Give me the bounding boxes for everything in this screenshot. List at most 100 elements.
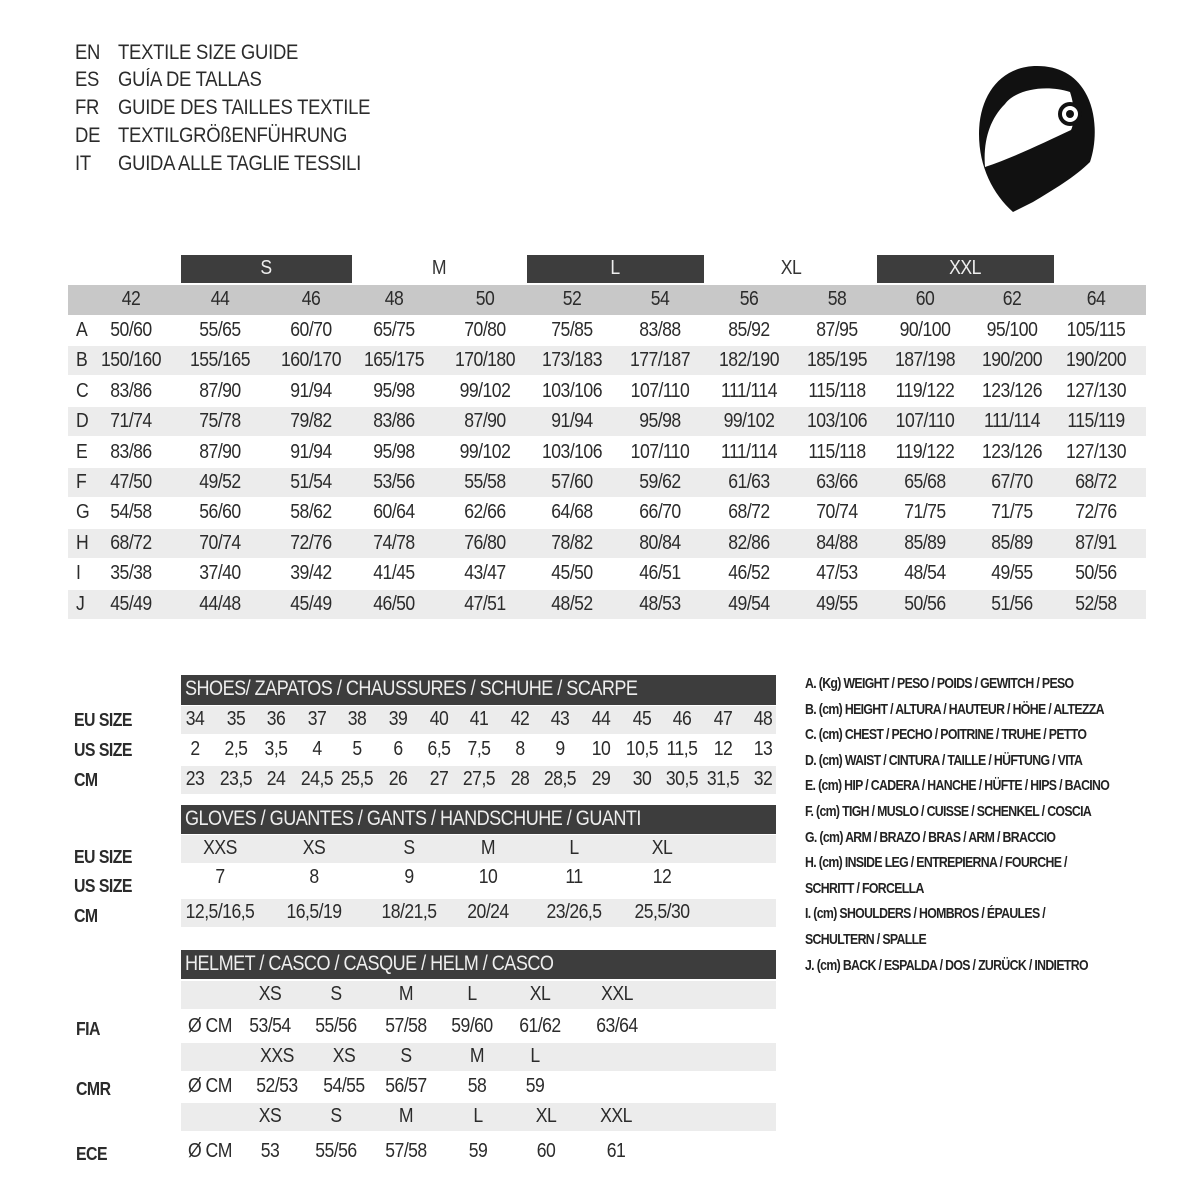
helmet-size: L (467, 983, 477, 1005)
table-cell: XL (651, 837, 673, 859)
table-cell: 59/62 (639, 471, 681, 493)
table-cell: 36 (266, 708, 286, 730)
table-cell: 40 (429, 708, 448, 730)
table-cell: 83/86 (373, 410, 415, 433)
table-cell: 185/195 (807, 349, 867, 372)
table-cell: 160/170 (281, 349, 341, 372)
table-cell: 150/160 (101, 349, 161, 372)
table-cell: 27,5 (463, 768, 496, 790)
table-cell: S (403, 837, 415, 859)
row-label: EU SIZE (74, 847, 132, 867)
table-cell: 85/89 (991, 531, 1033, 554)
eu-size-header: 64 (1086, 288, 1106, 310)
table-cell: 29 (591, 768, 611, 790)
table-cell: 5 (352, 738, 363, 760)
row-label: CM (74, 906, 98, 926)
eu-size-header: 62 (1002, 288, 1022, 310)
legend-item: SCHULTERN / SPALLE (805, 931, 927, 948)
table-cell: 72/76 (1075, 501, 1117, 524)
helmet-size: M (469, 1045, 485, 1067)
table-cell: 47/51 (464, 592, 506, 615)
table-cell: 60 (536, 1140, 556, 1162)
table-cell: 111/114 (720, 379, 778, 402)
table-cell: 10,5 (625, 738, 659, 760)
shoes-header-bar: SHOES/ ZAPATOS / CHAUSSURES / SCHUHE / S… (181, 675, 776, 705)
table-cell: 87/90 (199, 379, 241, 402)
row-shading (181, 1103, 776, 1131)
table-cell: 43/47 (464, 562, 506, 585)
table-cell: 67/70 (991, 471, 1033, 493)
table-cell: 50/60 (110, 319, 152, 341)
table-cell: 65/68 (904, 471, 946, 493)
table-cell: 51/56 (991, 592, 1033, 615)
table-cell: 71/75 (904, 501, 946, 524)
table-cell: 65/75 (373, 319, 415, 341)
table-cell: XS (302, 837, 326, 859)
table-cell: 56/57 (385, 1075, 427, 1097)
table-cell: 47/50 (110, 471, 152, 493)
language-code: FR (75, 96, 100, 119)
eu-size-header: 60 (915, 288, 935, 310)
table-cell: 59 (468, 1140, 488, 1162)
guide-title: TEXTILE SIZE GUIDE (118, 41, 299, 64)
table-cell: 57/58 (385, 1140, 427, 1162)
helmet-size: L (530, 1045, 540, 1067)
table-cell: 46/50 (373, 592, 415, 615)
table-cell: 107/110 (630, 379, 690, 402)
table-cell: 107/110 (630, 440, 690, 463)
size-header-band (68, 285, 1146, 315)
table-cell: 20/24 (467, 901, 509, 923)
table-cell: 7,5 (467, 738, 491, 760)
table-cell: 85/92 (728, 319, 770, 341)
legend-item: J. (cm) BACK / ESPALDA / DOS / ZURÜCK / … (805, 956, 1089, 974)
table-cell: 111/114 (983, 410, 1041, 433)
helmet-size: XS (258, 983, 282, 1005)
table-cell: 45/49 (290, 592, 332, 615)
table-cell: L (569, 837, 579, 859)
table-cell: 48/54 (904, 562, 946, 585)
table-cell: 31,5 (706, 768, 740, 790)
table-cell: 74/78 (373, 531, 415, 554)
eu-size-header: 44 (210, 288, 230, 310)
table-cell: 49/52 (199, 471, 241, 493)
table-cell: 83/88 (639, 319, 681, 341)
table-cell: 57/60 (551, 471, 593, 493)
table-cell: 64/68 (551, 501, 593, 524)
row-label: EU SIZE (74, 710, 132, 730)
table-cell: 44 (591, 708, 611, 730)
table-cell: 54/55 (323, 1075, 365, 1097)
table-cell: 54/58 (110, 501, 152, 524)
unit-label: Ø CM (188, 1015, 232, 1037)
table-cell: 53 (260, 1140, 280, 1162)
table-cell: 190/200 (1066, 349, 1126, 372)
table-cell: 83/86 (110, 440, 152, 463)
table-cell: 48/52 (551, 592, 593, 615)
table-cell: 39 (388, 708, 408, 730)
table-cell: M (480, 837, 496, 859)
table-cell: 52/53 (256, 1075, 298, 1097)
table-cell: 85/89 (904, 531, 946, 554)
table-cell: 23,5 (219, 768, 253, 790)
table-cell: 61/62 (519, 1015, 561, 1037)
eu-size-header: 50 (475, 288, 495, 310)
eu-size-header: 46 (301, 288, 321, 310)
table-cell: 78/82 (551, 531, 593, 554)
section-title: SHOES/ ZAPATOS / CHAUSSURES / SCHUHE / S… (185, 677, 638, 700)
table-cell: 46/52 (728, 562, 770, 585)
table-cell: 39/42 (290, 562, 332, 585)
table-cell: 115/118 (808, 440, 866, 463)
table-cell: 95/98 (373, 440, 415, 463)
helmet-size: XXS (260, 1045, 294, 1067)
table-cell: 46 (672, 708, 692, 730)
table-cell: 45/50 (551, 562, 593, 585)
legend-item: I. (cm) SHOULDERS / HOMBROS / ÉPAULES / (805, 905, 1046, 923)
table-cell: 95/98 (373, 379, 415, 402)
table-cell: 63/66 (816, 471, 858, 493)
table-cell: 62/66 (464, 501, 506, 524)
guide-title: GUIDE DES TAILLES TEXTILE (118, 96, 371, 119)
table-cell: 48/53 (639, 592, 681, 615)
language-code: DE (75, 124, 101, 147)
table-cell: 68/72 (110, 531, 152, 554)
table-cell: 13 (754, 738, 773, 760)
table-cell: 49/54 (728, 592, 770, 615)
